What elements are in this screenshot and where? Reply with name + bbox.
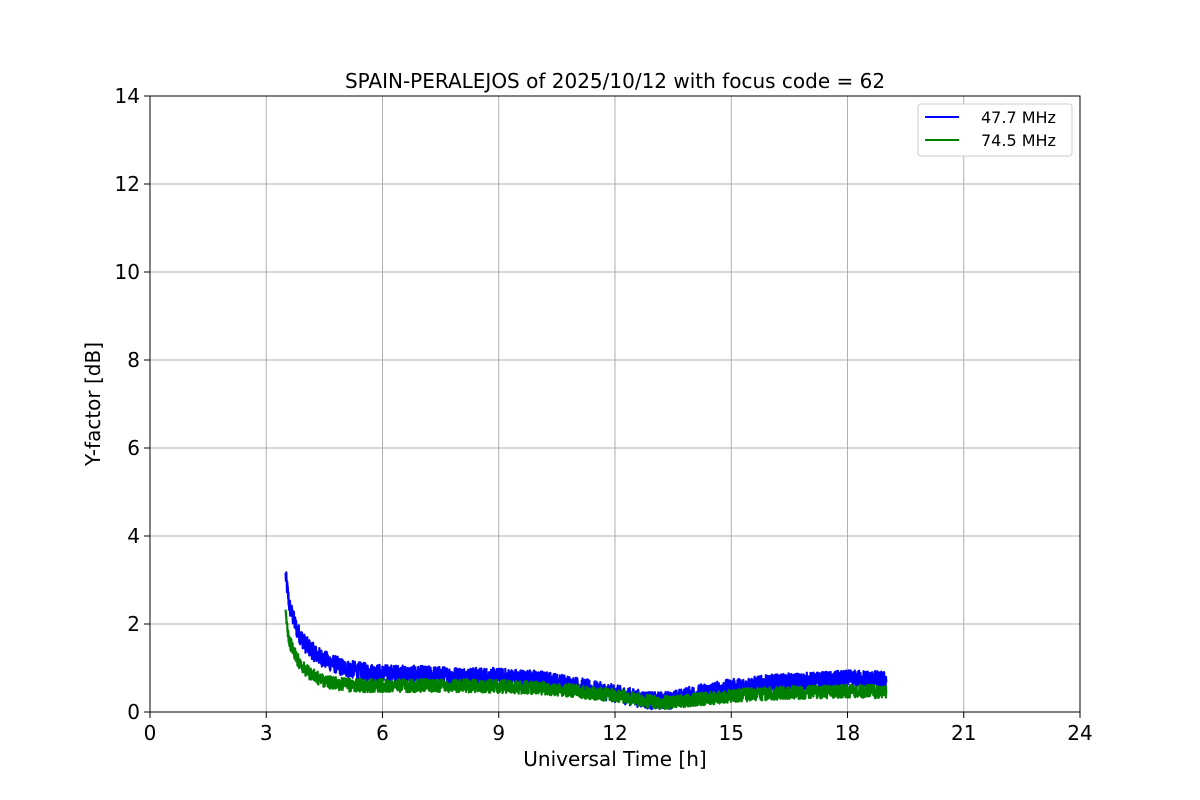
y-tick-label: 4 <box>127 524 140 548</box>
y-tick-label: 6 <box>127 436 140 460</box>
x-tick-label: 3 <box>260 721 273 745</box>
x-tick-label: 24 <box>1067 721 1092 745</box>
x-tick-label: 18 <box>835 721 860 745</box>
y-tick-label: 12 <box>115 172 140 196</box>
legend-label-47-7-mhz: 47.7 MHz <box>981 108 1056 127</box>
y-tick-label: 14 <box>115 84 140 108</box>
x-tick-label: 15 <box>719 721 744 745</box>
y-tick-label: 10 <box>115 260 140 284</box>
y-tick-label: 8 <box>127 348 140 372</box>
x-tick-label: 12 <box>602 721 627 745</box>
legend: 47.7 MHz 74.5 MHz <box>917 103 1073 157</box>
x-tick-label: 0 <box>144 721 157 745</box>
x-tick-label: 21 <box>951 721 976 745</box>
y-axis-label: Y-factor [dB] <box>81 342 105 467</box>
x-axis-label: Universal Time [h] <box>523 747 706 771</box>
series-layer <box>284 571 888 711</box>
series-line-74-5-mhz <box>284 609 888 710</box>
y-tick-label: 0 <box>127 700 140 724</box>
x-tick-label: 6 <box>376 721 389 745</box>
chart-title: SPAIN-PERALEJOS of 2025/10/12 with focus… <box>345 69 885 93</box>
y-tick-label: 2 <box>127 612 140 636</box>
legend-label-74-5-mhz: 74.5 MHz <box>981 131 1056 150</box>
x-tick-label: 9 <box>492 721 505 745</box>
